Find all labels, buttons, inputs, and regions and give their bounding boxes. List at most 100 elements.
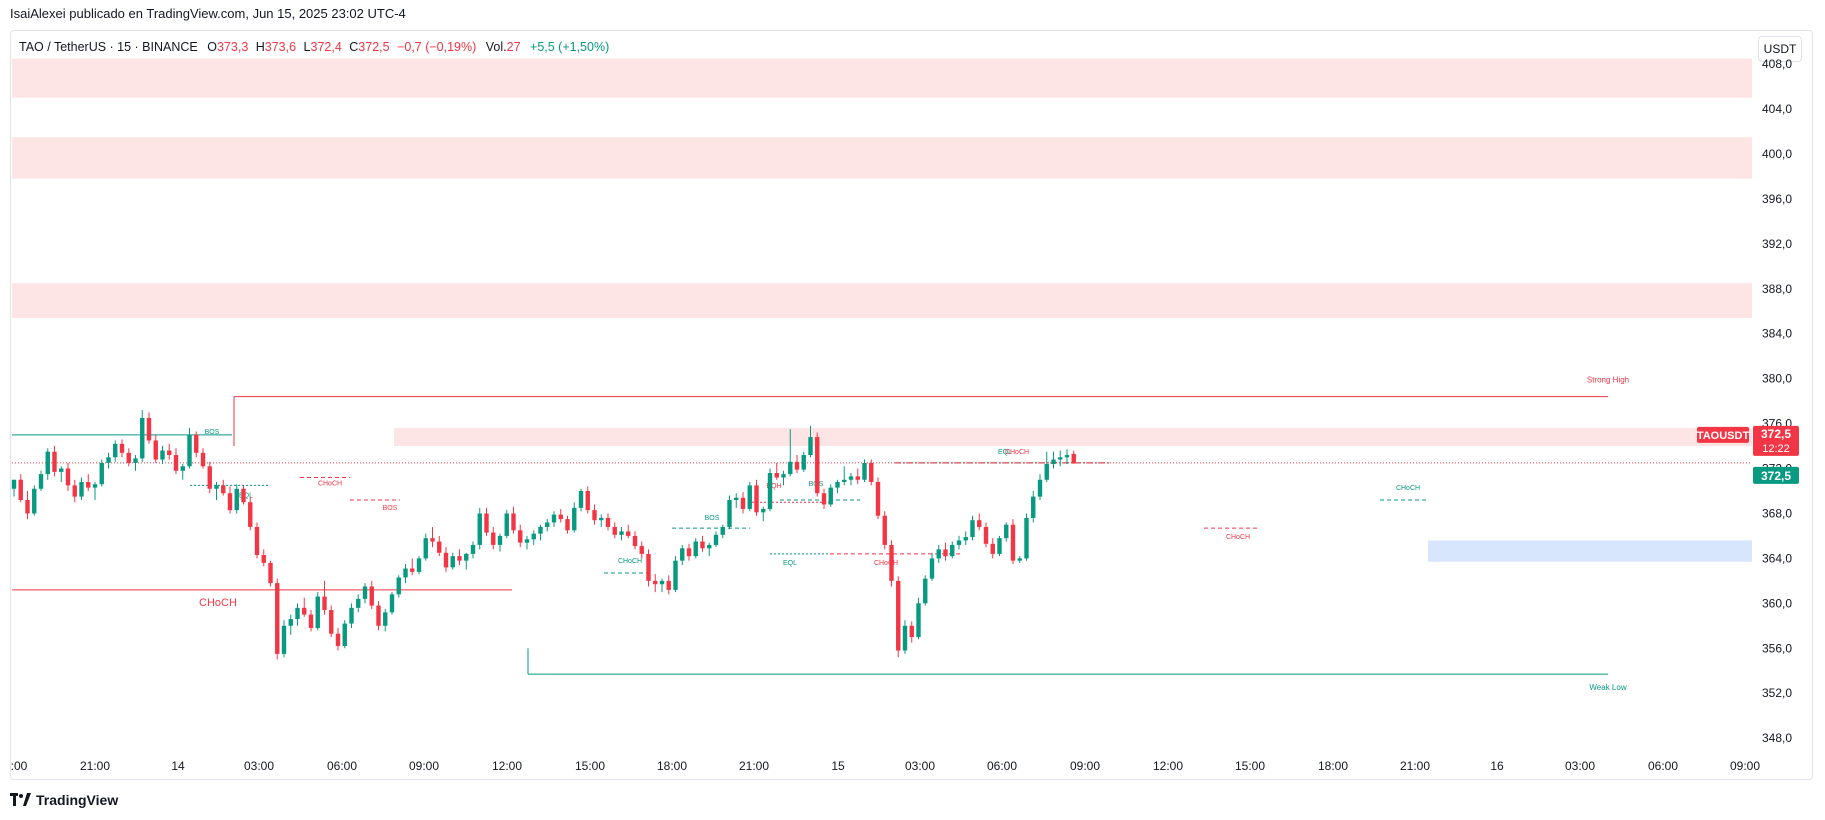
candle-body [99, 462, 104, 485]
candle-body [524, 539, 530, 543]
high-value: 373,6 [264, 40, 297, 54]
candle-body [1031, 496, 1036, 518]
candle-body [423, 538, 428, 559]
structure-label: CHoCH [1005, 449, 1029, 456]
last-price-layer: TAOUSDT 372,5 12:22 372,5 [1697, 425, 1799, 484]
candle-body [92, 484, 98, 488]
candle-body [1058, 457, 1063, 460]
price-tick-label: 348,0 [1762, 731, 1792, 745]
candle-body [376, 605, 381, 626]
supply-zone [12, 283, 1752, 318]
candle-body [268, 562, 273, 584]
candle-body [700, 541, 705, 549]
candle-body [1071, 453, 1076, 463]
tradingview-brand[interactable]: TradingView [10, 792, 118, 808]
last-price-badge [1753, 425, 1799, 456]
structure-label: EQL [239, 492, 253, 499]
candle-body [646, 553, 651, 581]
time-tick-label: 14 [171, 759, 185, 773]
structure-label: CHoCH [1226, 534, 1250, 541]
candle-body [383, 612, 388, 626]
candle-body [659, 580, 665, 585]
candle-body [86, 482, 91, 488]
candle-body [464, 553, 469, 561]
candle-body [153, 440, 158, 460]
candle-body [194, 434, 199, 453]
structure-label: CHoCH [199, 597, 237, 609]
candle-body [281, 625, 287, 654]
price-tick-label: 384,0 [1762, 327, 1792, 341]
candle-body [713, 534, 719, 545]
time-tick-label: 12:00 [492, 759, 522, 773]
candle-body [734, 497, 739, 500]
candle-body [956, 540, 962, 545]
candle-body [396, 577, 401, 595]
candle-body [315, 596, 320, 629]
candle-body [1044, 464, 1049, 480]
candle-body [1010, 524, 1016, 561]
currency-button[interactable]: USDT [1758, 36, 1802, 62]
candle-body [970, 520, 975, 538]
candle-body [180, 466, 185, 471]
candle-body [815, 437, 820, 494]
candle-body [1024, 517, 1029, 559]
price-change: −0,7 (−0,19%) [397, 40, 477, 54]
candle-body [794, 461, 800, 470]
candle-body [59, 468, 64, 472]
candle-body [531, 533, 536, 540]
candle-body [302, 607, 307, 615]
candle-body [963, 537, 968, 541]
time-tick-label: 15:00 [575, 759, 605, 773]
candle-body [126, 452, 131, 463]
close-label: C [349, 40, 359, 54]
candle-body [1064, 455, 1070, 458]
structure-label: Weak Low [1589, 683, 1626, 692]
symbol-name[interactable]: TAO / TetherUS · 15 · BINANCE [19, 40, 198, 54]
candle-body [113, 443, 118, 458]
candle-body [821, 493, 827, 505]
demand-zone [1428, 540, 1752, 562]
candle-body [308, 614, 314, 629]
candle-body [605, 517, 611, 527]
candle-body [1017, 558, 1022, 561]
price-tick-label: 352,0 [1762, 686, 1792, 700]
candle-body [680, 548, 685, 561]
price-axis: 408,0 404,0 400,0 396,0 392,0 388,0 384,0 380,0… [1762, 57, 1792, 745]
candle-body [997, 538, 1002, 554]
candle-body [666, 580, 671, 590]
volume-value: 27 [506, 40, 521, 54]
candle-body [747, 485, 752, 509]
price-tick-label: 360,0 [1762, 596, 1792, 610]
candle-body [545, 522, 550, 527]
candle-body [835, 482, 840, 488]
candle-body [234, 488, 239, 511]
symbol-legend: TAO / TetherUS · 15 · BINANCE O373,3 H37… [19, 40, 609, 54]
candle-body [167, 450, 172, 456]
candle-body [470, 544, 476, 554]
candle-body [160, 450, 165, 460]
price-tick-label: 364,0 [1762, 551, 1792, 565]
candle-body [511, 513, 516, 531]
candle-body [342, 623, 347, 647]
close-price-badge [1753, 466, 1799, 484]
supply-zone [12, 137, 1752, 179]
candle-body [875, 482, 881, 516]
price-tick-label: 400,0 [1762, 147, 1792, 161]
time-tick-label: 03:00 [1565, 759, 1595, 773]
candle-body [52, 451, 57, 472]
structure-label: EQL [783, 560, 797, 567]
candle-body [38, 474, 44, 489]
low-value: 372,4 [310, 40, 342, 54]
structure-label: Strong High [1587, 376, 1629, 385]
price-tick-label: 356,0 [1762, 641, 1792, 655]
candle-body [79, 482, 84, 497]
candle-body [619, 531, 624, 535]
candle-body [491, 532, 496, 545]
candle-body [437, 541, 442, 553]
candle-body [275, 583, 280, 654]
supply-zone [394, 428, 1752, 447]
time-tick-label: 15 [831, 759, 845, 773]
candle-body [329, 610, 334, 634]
candle-body [950, 544, 955, 557]
